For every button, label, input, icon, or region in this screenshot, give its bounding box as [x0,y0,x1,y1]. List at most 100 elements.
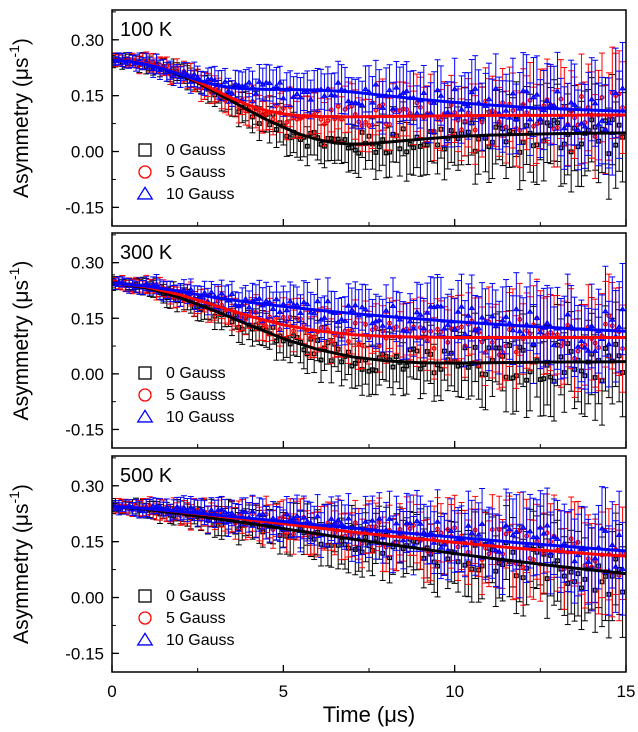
data-point [411,145,416,151]
data-point [591,100,599,106]
data-point [208,289,215,295]
data-point [252,295,260,302]
data-point [530,93,537,100]
legend-marker [138,143,152,157]
y-tick-label: -0.15 [65,198,104,217]
data-point [502,107,510,113]
data-point [300,299,308,305]
data-point [376,144,382,150]
data-point [190,71,198,77]
data-point [356,150,362,156]
data-point [307,309,315,315]
data-point [221,78,229,84]
data-point [273,295,280,302]
data-point [283,306,291,313]
data-point [430,99,438,105]
fit-line-0-gauss [112,281,626,365]
data-point [441,146,447,152]
data-point [262,79,270,85]
data-point [358,101,366,108]
data-point [341,317,349,323]
data-point [465,312,472,318]
data-point [588,322,596,329]
data-point [435,563,440,569]
data-point [204,75,212,82]
data-point [519,87,527,93]
data-point [605,119,613,126]
data-point [523,88,530,94]
data-point [359,342,365,348]
data-point [461,330,469,336]
data-point [393,354,399,359]
data-point [574,126,582,133]
data-point [362,305,369,312]
data-point [571,101,578,107]
data-point [293,90,301,97]
data-point [363,119,369,125]
data-point [389,105,397,111]
data-point [334,79,342,85]
data-point [324,297,332,304]
data-point [454,308,462,314]
data-point [287,135,293,141]
data-point [541,376,547,382]
data-point [581,344,589,350]
data-point [612,89,620,96]
data-point [602,126,609,132]
data-point [276,79,284,85]
data-point [458,106,465,112]
data-point [492,322,500,329]
data-point [228,90,236,96]
data-point [468,88,476,95]
data-point [475,325,483,331]
data-point [318,357,324,363]
data-point [396,316,404,322]
data-point [509,90,517,96]
data-point [584,347,592,353]
data-point [581,123,589,129]
data-point [564,311,572,317]
data-point [245,79,253,85]
y-tick-label: -0.15 [65,420,104,439]
data-point [451,325,459,331]
data-point [307,96,315,102]
legend-marker [138,366,152,380]
data-point [417,366,423,372]
data-point [187,286,195,292]
data-point [293,301,301,307]
data-point [492,85,500,91]
data-point [512,305,520,312]
data-point [554,88,561,94]
data-point [334,318,342,325]
data-point [406,318,414,324]
data-point [485,95,493,102]
data-point [458,303,465,309]
legend-label: 0 Gauss [166,142,226,159]
data-point [413,109,421,116]
data-point [345,97,352,104]
data-point [314,297,321,304]
y-tick-label: 0.30 [71,254,104,273]
legend-marker [138,165,152,179]
data-point [615,323,623,329]
data-point [149,502,157,508]
data-point [543,97,551,103]
data-point [351,301,359,308]
y-tick-label: 0.00 [71,143,104,162]
data-point [417,311,424,317]
data-point [311,334,317,340]
y-tick-label: 0.15 [71,309,104,328]
data-point [345,302,352,308]
data-point [438,366,444,372]
data-point [342,137,348,143]
legend-marker [136,409,154,423]
plot-area [112,486,626,639]
data-point [263,323,269,329]
data-point [574,343,582,349]
data-point [180,504,188,510]
data-point [335,103,341,109]
data-point [413,308,421,315]
data-point [544,576,550,582]
data-point [513,349,519,355]
data-point [208,75,215,81]
